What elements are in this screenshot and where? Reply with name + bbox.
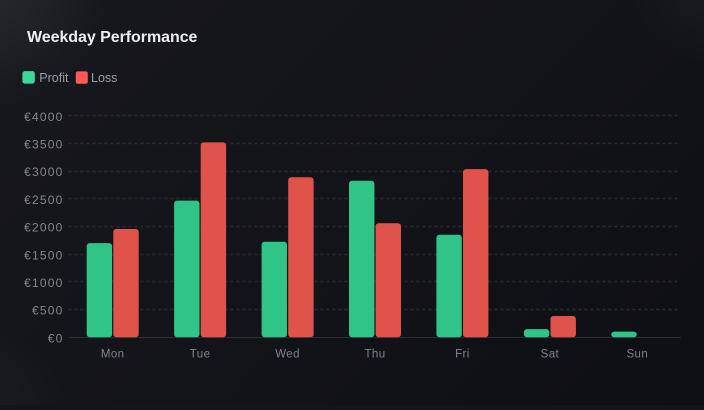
svg-text:Mon: Mon (101, 349, 125, 361)
svg-text:€4000: €4000 (24, 110, 63, 124)
svg-text:Weekday Performance: Weekday Performance (27, 29, 198, 46)
svg-text:Fri: Fri (455, 349, 470, 361)
svg-text:Profit: Profit (39, 71, 69, 85)
svg-text:€2000: €2000 (24, 221, 63, 235)
svg-text:Tue: Tue (190, 349, 211, 361)
svg-text:€1000: €1000 (24, 276, 63, 290)
svg-text:€1500: €1500 (24, 248, 63, 262)
svg-text:€0: €0 (48, 331, 64, 345)
svg-text:€3000: €3000 (24, 165, 63, 179)
svg-text:Wed: Wed (275, 349, 300, 361)
svg-text:€500: €500 (32, 304, 64, 318)
svg-text:Thu: Thu (364, 349, 385, 361)
svg-text:Sun: Sun (626, 349, 648, 361)
svg-text:€2500: €2500 (24, 193, 63, 207)
svg-text:€3500: €3500 (24, 138, 63, 152)
svg-text:Sat: Sat (541, 349, 560, 361)
svg-text:Loss: Loss (91, 71, 117, 85)
